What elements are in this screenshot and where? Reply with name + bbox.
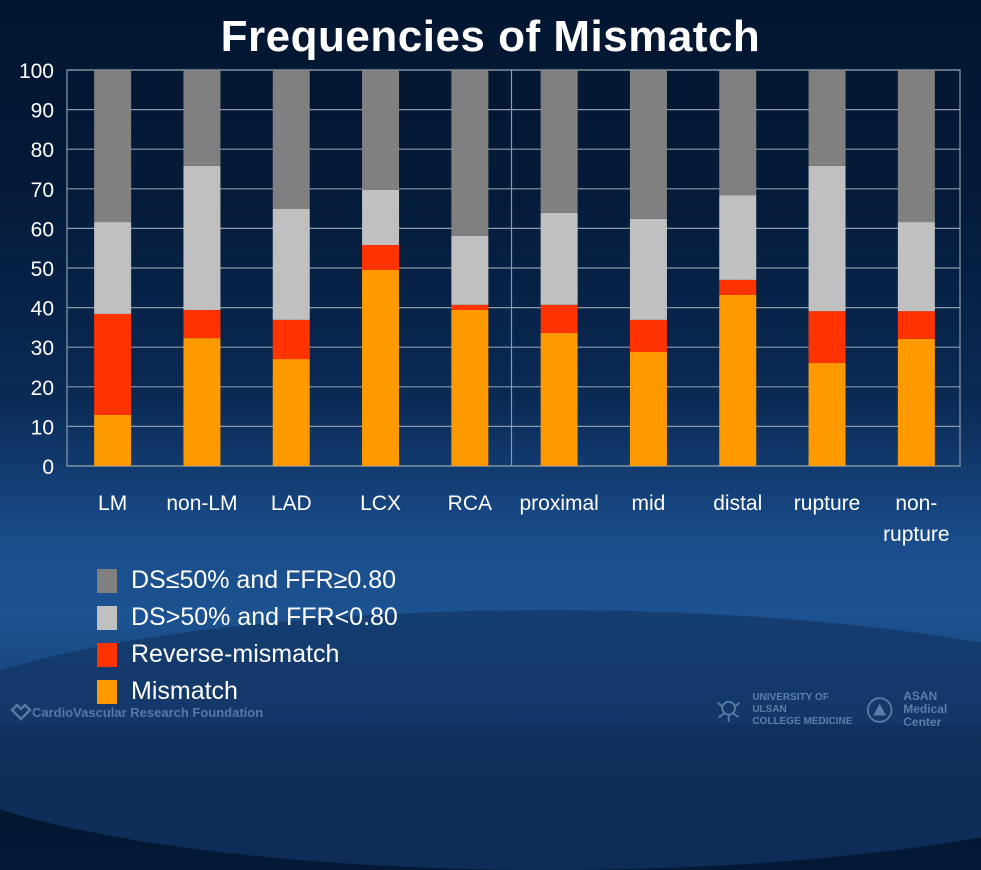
y-tick-label: 30 xyxy=(31,337,54,360)
bar-segment-mismatch xyxy=(540,332,578,466)
bar-segment-ds-50-and-ffr-0-80 xyxy=(808,165,846,312)
legend-label: Reverse-mismatch xyxy=(131,640,340,668)
bar-segment-mismatch xyxy=(897,338,935,466)
x-tick-label: distal xyxy=(713,492,762,515)
bar-segment-reverse-mismatch xyxy=(719,279,757,295)
bar-segment-ds-50-and-ffr-0-80 xyxy=(808,70,846,166)
y-tick-label: 70 xyxy=(31,179,54,202)
bar-segment-mismatch xyxy=(451,309,489,466)
ulsan-line1: UNIVERSITY OF ULSAN xyxy=(752,691,829,715)
slide-title: Frequencies of Mismatch xyxy=(220,12,761,61)
bar-segment-reverse-mismatch xyxy=(94,313,132,415)
bar-segment-ds-50-and-ffr-0-80 xyxy=(629,70,667,219)
bar-segment-ds-50-and-ffr-0-80 xyxy=(94,70,132,223)
bar-segment-mismatch xyxy=(362,269,400,466)
legend: DS≤50% and FFR≥0.80 DS>50% and FFR<0.80 … xyxy=(97,562,398,710)
heart-outline-icon xyxy=(10,703,32,721)
y-tick-label: 60 xyxy=(31,218,54,241)
bar-segment-ds-50-and-ffr-0-80 xyxy=(272,208,310,320)
cvrf-text: CardioVascular Research Foundation xyxy=(32,704,264,720)
bar-segment-ds-50-and-ffr-0-80 xyxy=(94,222,132,314)
bar-segment-reverse-mismatch xyxy=(451,304,489,310)
x-tick-label: LCX xyxy=(360,492,401,515)
asan-circle-logo-icon xyxy=(866,696,893,723)
y-tick-label: 20 xyxy=(31,377,54,400)
asan-text: ASAN Medical Center xyxy=(903,690,981,729)
x-tick-label: mid xyxy=(632,492,666,515)
x-tick-label: rupture xyxy=(794,492,861,515)
y-axis-ticks: 0 10 20 30 40 50 60 70 80 90 100 xyxy=(19,60,54,479)
bar-segment-ds-50-and-ffr-0-80 xyxy=(897,70,935,223)
legend-label: DS>50% and FFR<0.80 xyxy=(131,603,398,631)
bar-segment-ds-50-and-ffr-0-80 xyxy=(362,70,400,190)
bar-segment-ds-50-and-ffr-0-80 xyxy=(272,70,310,209)
legend-swatch xyxy=(97,568,117,593)
stacked-bar-chart: 0 10 20 30 40 50 60 70 80 90 100 LM non-LM LAD LCX RCA… xyxy=(19,60,961,546)
y-tick-label: 0 xyxy=(42,456,54,479)
legend-swatch xyxy=(97,605,117,630)
x-tick-label: RCA xyxy=(448,492,492,515)
bar-segment-reverse-mismatch xyxy=(540,304,578,333)
bar-segment-ds-50-and-ffr-0-80 xyxy=(183,70,221,166)
bar-segment-reverse-mismatch xyxy=(272,319,310,360)
bar-segment-mismatch xyxy=(272,359,310,466)
y-tick-label: 90 xyxy=(31,100,54,123)
y-tick-label: 100 xyxy=(19,60,54,83)
x-tick-label: proximal xyxy=(519,492,598,515)
bar-segment-ds-50-and-ffr-0-80 xyxy=(629,218,667,320)
bar-segment-mismatch xyxy=(808,363,846,466)
bar-segment-ds-50-and-ffr-0-80 xyxy=(362,189,400,246)
bar-segment-ds-50-and-ffr-0-80 xyxy=(897,222,935,312)
ulsan-text: UNIVERSITY OF ULSAN COLLEGE MEDICINE xyxy=(752,692,856,728)
bar-segment-ds-50-and-ffr-0-80 xyxy=(540,70,578,213)
bar-segment-mismatch xyxy=(183,338,221,466)
legend-item-ds-le50-ffr-ge080: DS≤50% and FFR≥0.80 xyxy=(97,562,398,599)
asan-line1: ASAN xyxy=(903,689,938,703)
cvrf-logo: CardioVascular Research Foundation xyxy=(10,702,263,722)
legend-label: Mismatch xyxy=(131,677,238,705)
legend-label: DS≤50% and FFR≥0.80 xyxy=(131,566,397,594)
y-tick-label: 50 xyxy=(31,258,54,281)
bar-segment-reverse-mismatch xyxy=(808,311,846,364)
legend-item-reverse-mismatch: Reverse-mismatch xyxy=(97,636,398,673)
bar-segment-ds-50-and-ffr-0-80 xyxy=(540,212,578,305)
y-tick-label: 10 xyxy=(31,416,54,439)
bar-segment-ds-50-and-ffr-0-80 xyxy=(183,165,221,310)
x-axis-labels: LM non-LM LAD LCX RCA proximal mid distal ruptur… xyxy=(98,492,950,546)
legend-swatch xyxy=(97,679,117,704)
ulsan-line2: COLLEGE MEDICINE xyxy=(752,715,853,727)
y-tick-label: 80 xyxy=(31,139,54,162)
x-tick-label: LM xyxy=(98,492,127,515)
bar-segment-ds-50-and-ffr-0-80 xyxy=(451,70,489,236)
asan-line2: Medical Center xyxy=(903,702,948,729)
x-tick-label: non- xyxy=(895,492,937,515)
y-tick-label: 40 xyxy=(31,298,54,321)
bar-segment-mismatch xyxy=(719,294,757,466)
bar-segment-ds-50-and-ffr-0-80 xyxy=(719,70,757,196)
bar-segment-mismatch xyxy=(629,351,667,466)
legend-item-ds-gt50-ffr-lt080: DS>50% and FFR<0.80 xyxy=(97,599,398,636)
x-tick-label: non-LM xyxy=(166,492,237,515)
x-tick-label: LAD xyxy=(271,492,312,515)
bar-segment-reverse-mismatch xyxy=(629,319,667,352)
university-crest-icon xyxy=(717,700,741,722)
bar-segment-reverse-mismatch xyxy=(897,311,935,339)
bar-segment-mismatch xyxy=(94,414,132,466)
legend-swatch xyxy=(97,642,117,667)
bars xyxy=(94,70,935,466)
bar-segment-reverse-mismatch xyxy=(362,245,400,270)
x-tick-label: rupture xyxy=(883,523,950,546)
bar-segment-reverse-mismatch xyxy=(183,309,221,339)
bar-segment-ds-50-and-ffr-0-80 xyxy=(719,195,757,280)
legend-item-mismatch: Mismatch xyxy=(97,673,398,710)
bar-segment-ds-50-and-ffr-0-80 xyxy=(451,235,489,305)
partner-logos: UNIVERSITY OF ULSAN COLLEGE MEDICINE ASA… xyxy=(715,690,981,729)
